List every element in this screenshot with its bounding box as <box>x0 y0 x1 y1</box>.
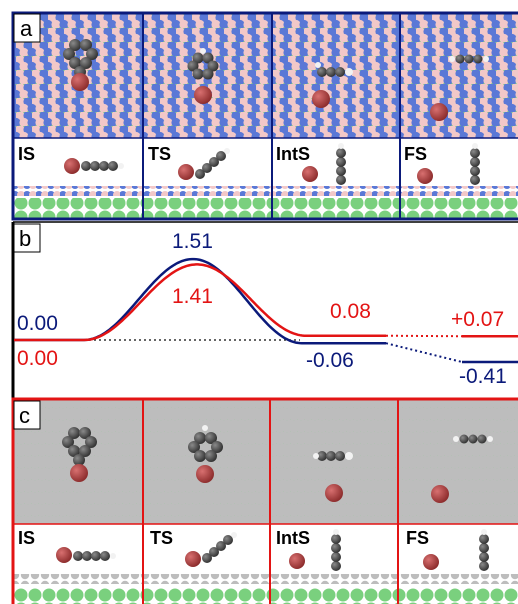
molecule-c-ints-side <box>289 529 341 571</box>
molecule-c-is-side <box>56 547 116 563</box>
energy-label-red-is: 0.00 <box>17 347 58 370</box>
panel-c: IS TS IntS FS c <box>11 397 518 604</box>
panel-letter-b: b <box>19 226 31 251</box>
state-label-c-is: IS <box>18 528 35 548</box>
molecule-c-fs-top <box>431 434 493 503</box>
state-label-c-ints: IntS <box>276 528 310 548</box>
graphene-layer-row <box>14 574 518 584</box>
state-label-a-fs: FS <box>404 144 427 164</box>
state-label-a-ints: IntS <box>276 144 310 164</box>
hbn-substrate-row <box>14 198 518 218</box>
molecule-a-is-side <box>64 158 124 174</box>
energy-label-blue-ints: -0.06 <box>306 349 354 372</box>
molecule-c-is-top <box>62 427 97 482</box>
molecule-a-ts-top <box>187 48 219 104</box>
state-label-c-ts: TS <box>150 528 173 548</box>
graphene-top-view <box>14 400 518 524</box>
molecule-a-fs-side <box>417 143 480 185</box>
molecule-c-ints-top <box>313 451 353 502</box>
molecule-a-fs-top <box>430 54 489 121</box>
energy-label-red-fs: +0.07 <box>451 308 504 331</box>
energy-profile-blue <box>14 257 386 345</box>
energy-profile-red <box>14 263 386 342</box>
molecule-a-ints-side <box>302 143 346 185</box>
panel-b: b 0.00 1.51 -0.06 -0.41 0.00 1.41 0.08 +0.07 <box>11 221 518 398</box>
molecule-a-is-top <box>63 39 98 91</box>
panel-a-frame <box>11 11 518 221</box>
energy-label-red-ts: 1.41 <box>172 285 213 308</box>
state-label-a-is: IS <box>18 144 35 164</box>
state-label-a-ts: TS <box>148 144 171 164</box>
molecule-c-ts-top <box>188 425 223 483</box>
molecule-c-ts-side <box>185 532 237 567</box>
connector-ints-fs-red <box>385 334 463 338</box>
state-label-c-fs: FS <box>406 528 429 548</box>
energy-label-blue-ts: 1.51 <box>172 230 213 253</box>
energy-label-blue-is: 0.00 <box>17 312 58 335</box>
panel-a: IS TS IntS FS a <box>11 11 518 221</box>
molecule-a-ts-side <box>178 148 230 180</box>
panel-letter-a: a <box>20 16 33 41</box>
energy-label-blue-fs: -0.41 <box>459 365 507 388</box>
molecule-c-fs-side <box>423 529 489 571</box>
energy-label-red-ints: 0.08 <box>330 300 371 323</box>
graphene-substrate-row <box>14 588 518 604</box>
hbn-layer-row <box>14 186 518 196</box>
panel-c-frame <box>11 397 518 604</box>
connector-ints-fs-blue <box>385 342 463 363</box>
panel-letter-c: c <box>19 403 30 428</box>
molecule-a-ints-top <box>312 62 353 108</box>
